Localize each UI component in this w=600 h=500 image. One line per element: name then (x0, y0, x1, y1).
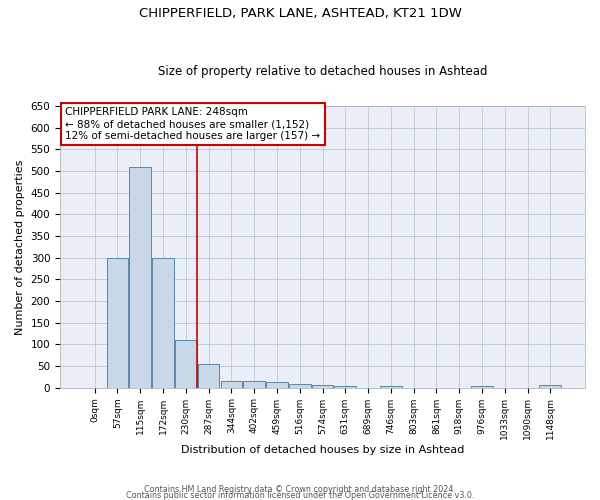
Bar (311, 386, 334, 388)
Y-axis label: Number of detached properties: Number of detached properties (15, 159, 25, 334)
Bar (152, 258, 174, 388)
Text: Contains HM Land Registry data © Crown copyright and database right 2024.: Contains HM Land Registry data © Crown c… (144, 484, 456, 494)
Text: Contains public sector information licensed under the Open Government Licence v3: Contains public sector information licen… (126, 490, 474, 500)
Bar (244, 381, 265, 388)
X-axis label: Distribution of detached houses by size in Ashtead: Distribution of detached houses by size … (181, 445, 464, 455)
Bar (539, 386, 561, 388)
Bar (380, 386, 401, 388)
Bar (175, 340, 197, 388)
Bar (334, 386, 356, 388)
Bar (107, 258, 128, 388)
Bar (471, 386, 493, 388)
Bar (130, 166, 151, 388)
Bar (289, 384, 311, 388)
Bar (221, 381, 242, 388)
Text: CHIPPERFIELD, PARK LANE, ASHTEAD, KT21 1DW: CHIPPERFIELD, PARK LANE, ASHTEAD, KT21 1… (139, 8, 461, 20)
Text: CHIPPERFIELD PARK LANE: 248sqm
← 88% of detached houses are smaller (1,152)
12% : CHIPPERFIELD PARK LANE: 248sqm ← 88% of … (65, 108, 320, 140)
Bar (266, 382, 288, 388)
Title: Size of property relative to detached houses in Ashtead: Size of property relative to detached ho… (158, 66, 487, 78)
Bar (198, 364, 220, 388)
